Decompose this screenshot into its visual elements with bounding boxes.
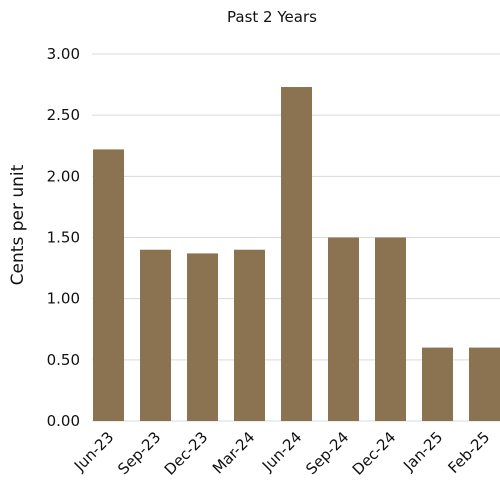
y-tick-label: 1.00 [47, 290, 80, 308]
chart-title: Past 2 Years [227, 8, 317, 26]
bar [187, 253, 218, 421]
y-axis-label: Cents per unit [8, 164, 28, 285]
x-tick-label: Mar-24 [209, 428, 258, 477]
x-tick-label: Jan-25 [399, 428, 446, 475]
y-tick-label: 0.50 [47, 351, 80, 369]
y-tick-label: 1.50 [47, 229, 80, 247]
y-tick-label: 3.00 [47, 45, 80, 63]
bar [140, 249, 171, 421]
bar [93, 149, 124, 422]
y-tick-label: 2.00 [47, 167, 80, 185]
x-tick-label: Dec-23 [161, 428, 212, 479]
x-tick-label: Dec-24 [349, 428, 400, 479]
bar [234, 249, 265, 421]
y-tick-label: 2.50 [47, 106, 80, 124]
bar [422, 347, 453, 421]
y-tick-label: 0.00 [47, 412, 80, 430]
x-tick-label: Jun-24 [258, 428, 305, 475]
bar [328, 237, 359, 421]
bar [469, 347, 500, 421]
bar [281, 87, 312, 421]
x-tick-label: Sep-23 [114, 428, 164, 478]
x-tick-label: Jun-23 [70, 428, 117, 475]
y-axis-ticks: 0.00 0.50 1.00 1.50 2.00 2.50 3.00 [47, 45, 80, 430]
x-tick-label: Feb-25 [444, 428, 493, 477]
bar [375, 237, 406, 421]
x-tick-label: Sep-24 [302, 428, 352, 478]
bars [93, 87, 500, 422]
